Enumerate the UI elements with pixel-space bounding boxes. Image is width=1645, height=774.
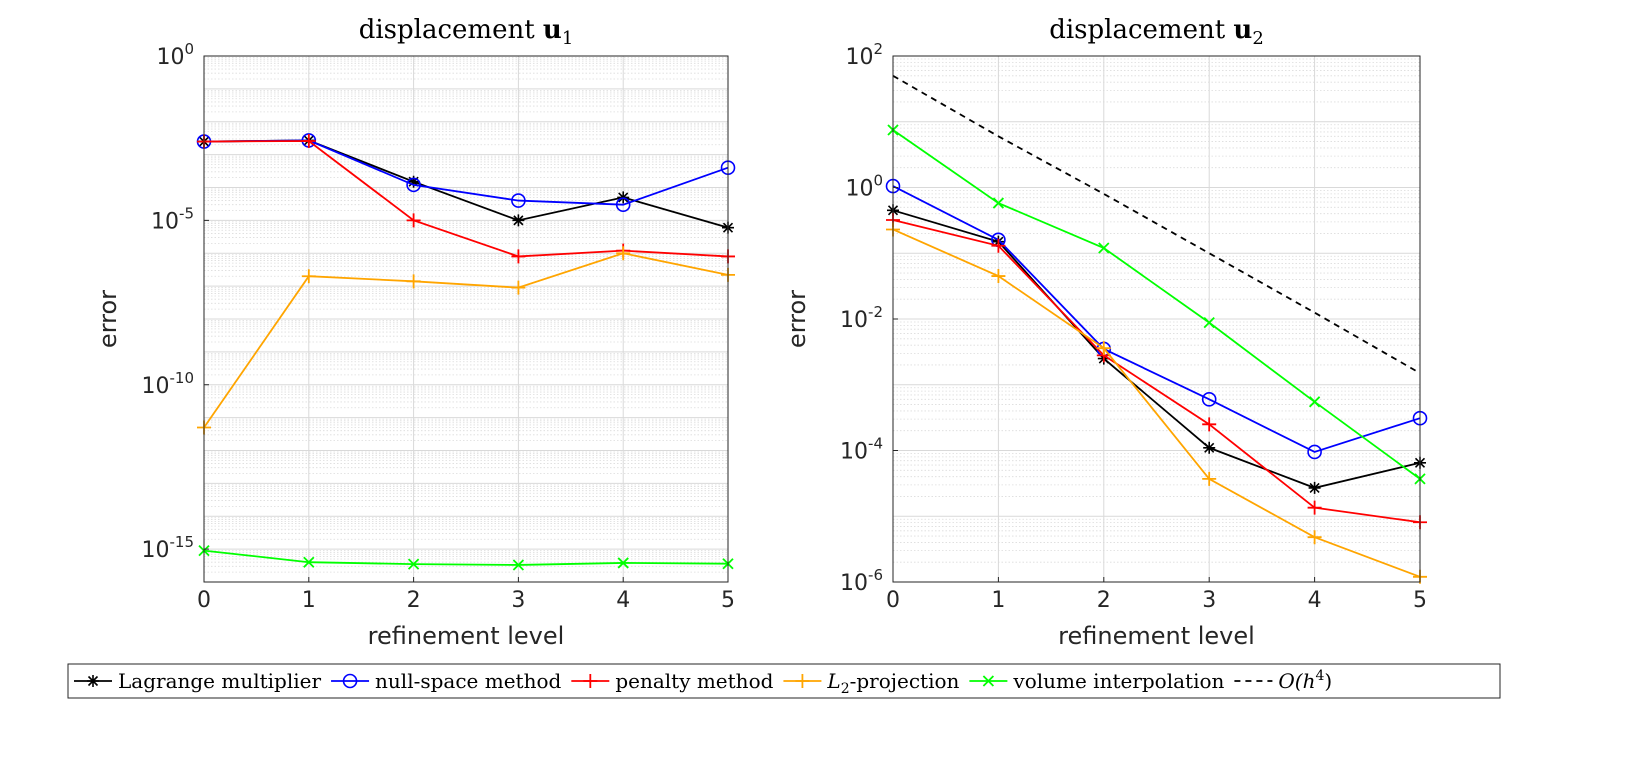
chart-title: displacement u1 <box>359 15 574 49</box>
data-point <box>301 269 316 284</box>
series-line <box>892 209 1421 489</box>
data-point <box>1307 444 1322 460</box>
x-tick-label: 5 <box>1413 588 1427 613</box>
legend-entry: Lagrange multiplier <box>74 669 321 693</box>
y-tick-label: 10-4 <box>840 435 883 465</box>
data-point <box>1201 392 1217 407</box>
legend-label: null-space method <box>375 669 561 693</box>
x-tick-label: 1 <box>302 588 316 613</box>
legend-marker <box>342 673 358 689</box>
x-axis-label: refinement level <box>1058 622 1255 650</box>
data-point <box>992 197 1005 209</box>
x-tick-label: 2 <box>407 588 421 613</box>
x-tick-label: 4 <box>616 588 630 613</box>
data-point <box>1202 417 1217 432</box>
data-point <box>512 559 525 571</box>
data-point <box>406 274 421 289</box>
chart-2: 0 1 2 3 4 5 102 100 10-2 10-4 10-6 refinement level… <box>783 15 1428 650</box>
data-point <box>615 197 631 212</box>
legend-entry: volume interpolation <box>969 669 1225 693</box>
series-line <box>203 252 729 429</box>
chart-1: 0 1 2 3 4 5 100 10-5 10-10 10-15 refinement level e… <box>94 15 736 650</box>
x-tick-label: 2 <box>1097 588 1111 613</box>
y-tick-label: 10-10 <box>142 369 195 399</box>
legend-marker <box>982 675 995 687</box>
x-tick-label: 0 <box>886 588 900 613</box>
legend-entry: L2-projection <box>783 669 960 697</box>
y-tick-label: 102 <box>845 40 883 70</box>
legend-marker <box>795 674 810 688</box>
legend-marker <box>583 674 598 688</box>
data-point <box>301 133 316 148</box>
chart-title: displacement u2 <box>1049 15 1264 49</box>
data-point <box>511 249 526 264</box>
legend-label: L2-projection <box>826 669 959 697</box>
series-volume-interpolation <box>887 124 1426 485</box>
minor-grid <box>893 58 1420 563</box>
series-line <box>203 140 729 258</box>
legend-label: Lagrange multiplier <box>118 669 321 693</box>
data-point <box>1203 317 1215 329</box>
data-point <box>991 269 1006 284</box>
major-grid <box>203 55 729 583</box>
data-point <box>303 556 315 568</box>
series-line <box>203 549 729 566</box>
data-point <box>617 557 629 569</box>
data-point <box>511 193 526 208</box>
data-point <box>1308 396 1321 408</box>
x-tick-label: 4 <box>1308 588 1322 613</box>
y-tick-label: 100 <box>845 172 883 202</box>
series-line <box>892 129 1421 480</box>
data-point <box>1096 341 1111 356</box>
legend-label: O(h4) <box>1278 668 1332 693</box>
data-point <box>1203 441 1216 454</box>
legend-label: volume interpolation <box>1012 669 1224 693</box>
data-point <box>406 213 421 228</box>
series-line <box>892 185 1421 453</box>
data-point <box>1098 242 1110 254</box>
legend-entry: penalty method <box>571 669 774 693</box>
x-tick-label: 0 <box>197 588 211 613</box>
x-tick-label: 1 <box>991 588 1005 613</box>
data-point <box>407 175 420 188</box>
legend-label: penalty method <box>615 669 773 693</box>
legend-entry: O(h4) <box>1234 668 1332 693</box>
series-line <box>892 219 1421 524</box>
y-tick-label: 10-5 <box>151 204 194 234</box>
data-point <box>406 177 421 193</box>
y-tick-label: 100 <box>156 40 194 70</box>
axes-box <box>203 55 729 583</box>
y-tick-label: 10-2 <box>840 303 883 333</box>
legend: Lagrange multiplier null-space method pena… <box>67 663 1501 699</box>
x-tick-label: 5 <box>721 588 735 613</box>
series-line <box>892 75 1421 374</box>
series-line <box>892 228 1421 578</box>
series-o-h-4- <box>892 75 1421 374</box>
data-point <box>991 238 1006 253</box>
data-point <box>511 280 526 295</box>
data-point <box>1307 530 1322 545</box>
data-point <box>616 246 631 261</box>
data-point <box>1202 471 1217 486</box>
legend-marker <box>87 675 99 687</box>
data-point <box>512 214 525 227</box>
y-tick-label: 10-15 <box>142 533 195 563</box>
data-point <box>1308 481 1321 494</box>
legend-entry: null-space method <box>331 669 562 693</box>
data-point <box>407 558 420 570</box>
y-axis-label: error <box>783 290 811 348</box>
series-l2-projection <box>197 246 735 435</box>
data-point <box>1307 500 1322 515</box>
x-tick-label: 3 <box>511 588 525 613</box>
x-tick-label: 3 <box>1202 588 1216 613</box>
y-tick-label: 10-6 <box>840 566 883 596</box>
x-axis-label: refinement level <box>368 622 565 650</box>
y-axis-label: error <box>94 290 122 348</box>
